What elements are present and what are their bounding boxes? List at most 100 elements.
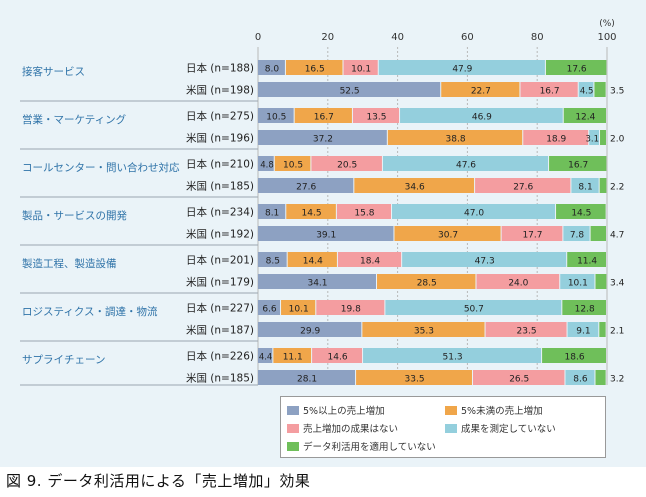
legend-swatch: [287, 423, 299, 433]
bar-segment: [590, 226, 606, 241]
bar-segment: [402, 252, 567, 267]
bar-segment: [595, 370, 606, 385]
data-label: 22.7: [471, 87, 491, 97]
bar-segment: [258, 130, 387, 145]
bar-segment: [336, 204, 392, 219]
bar-segment: [578, 82, 594, 97]
data-label: 16.7: [568, 161, 588, 171]
bar-segment: [589, 130, 600, 145]
legend-swatch: [287, 405, 299, 415]
data-label: 34.1: [307, 279, 327, 289]
row-label: 日本 (n=226): [186, 350, 254, 363]
data-label: 13.5: [366, 113, 386, 123]
data-label: 19.8: [341, 305, 361, 315]
data-label: 14.6: [328, 353, 348, 363]
x-tick-label: 20: [321, 32, 334, 43]
bar-segment: [354, 178, 475, 193]
bar-segment: [599, 178, 607, 193]
row-label: 日本 (n=275): [186, 110, 254, 123]
legend-swatch: [445, 405, 457, 415]
data-label: 16.5: [305, 65, 325, 75]
data-label: 47.3: [475, 257, 495, 267]
data-label: 2.2: [610, 183, 624, 193]
bar-segment: [258, 82, 441, 97]
bar-segment: [258, 370, 356, 385]
data-label: 4.4: [259, 353, 273, 363]
bar-segment: [595, 274, 607, 289]
bar-segment: [294, 108, 352, 123]
data-label: 17.6: [567, 65, 587, 75]
data-label: 27.6: [513, 183, 533, 193]
data-label: 11.4: [577, 257, 597, 267]
data-label: 50.7: [464, 305, 484, 315]
data-label: 28.5: [417, 279, 437, 289]
data-label: 14.4: [303, 257, 323, 267]
bar-segment: [258, 204, 286, 219]
legend-label: データ利活用を適用していない: [303, 442, 436, 453]
bar-segment: [343, 60, 378, 75]
category-label: サプライチェーン: [22, 354, 105, 366]
data-label: 10.1: [289, 305, 309, 315]
bar-segment: [476, 274, 560, 289]
row-label: 米国 (n=196): [186, 132, 254, 145]
bar-segment: [571, 178, 599, 193]
bar-segment: [600, 130, 606, 145]
bar-segment: [377, 274, 476, 289]
row-label: 日本 (n=210): [186, 158, 254, 171]
bar-segment: [394, 226, 501, 241]
data-label: 4.8: [260, 161, 274, 171]
data-label: 29.9: [300, 327, 320, 337]
bar-segment: [258, 348, 273, 363]
bar-segment: [392, 204, 556, 219]
data-label: 47.9: [452, 65, 472, 75]
data-label: 2.1: [610, 327, 624, 337]
row-label: 日本 (n=188): [186, 62, 254, 75]
data-label: 4.7: [610, 231, 624, 241]
bar-segment: [316, 300, 385, 315]
bar-segment: [387, 130, 523, 145]
bar-segment: [281, 300, 316, 315]
data-label: 14.5: [302, 209, 322, 219]
bar-segment: [594, 82, 606, 97]
category-label: 営業・マーケティング: [22, 113, 127, 126]
bar-segment: [378, 60, 545, 75]
bar-segment: [563, 108, 606, 123]
bar-segment: [258, 178, 354, 193]
category-label: 製造工程、製造設備: [22, 257, 117, 270]
x-tick-label: 0: [255, 32, 261, 43]
legend-item: 売上増加の成果はない: [287, 421, 398, 435]
data-label: 2.0: [610, 135, 625, 145]
bar-segment: [258, 156, 274, 171]
data-label: 16.7: [540, 87, 560, 97]
data-label: 10.1: [568, 279, 588, 289]
bar-segment: [312, 348, 363, 363]
data-label: 15.8: [354, 209, 374, 219]
legend: 5%以上の売上増加 5%未満の売上増加 売上増加の成果はない 成果を測定していない デー…: [280, 396, 606, 458]
legend-label: 5%以上の売上増加: [303, 406, 385, 417]
row-label: 日本 (n=234): [186, 206, 254, 219]
data-label: 18.9: [546, 135, 566, 145]
figure-caption: 図 9. データ利活用による「売上増加」効果: [6, 472, 311, 490]
bar-segment: [545, 60, 607, 75]
bar-segment: [352, 108, 400, 123]
category-label: 接客サービス: [22, 65, 85, 78]
row-label: 米国 (n=185): [186, 372, 254, 385]
x-tick-label: 40: [391, 32, 404, 43]
row-label: 米国 (n=192): [186, 228, 254, 241]
legend-label: 売上増加の成果はない: [303, 424, 399, 435]
bar-segment: [274, 156, 311, 171]
data-label: 10.5: [266, 113, 286, 123]
legend-item: データ利活用を適用していない: [287, 439, 436, 453]
row-label: 日本 (n=227): [186, 302, 254, 315]
bar-segment: [258, 322, 362, 337]
data-label: 20.5: [337, 161, 357, 171]
data-label: 52.5: [340, 87, 360, 97]
bar-segment: [337, 252, 402, 267]
data-label: 17.7: [522, 231, 542, 241]
row-label: 米国 (n=187): [186, 324, 254, 337]
data-label: 34.6: [405, 183, 425, 193]
x-tick-label: 60: [461, 32, 474, 43]
data-label: 12.4: [575, 113, 595, 123]
bar-segment: [485, 322, 567, 337]
data-label: 8.6: [573, 375, 588, 385]
